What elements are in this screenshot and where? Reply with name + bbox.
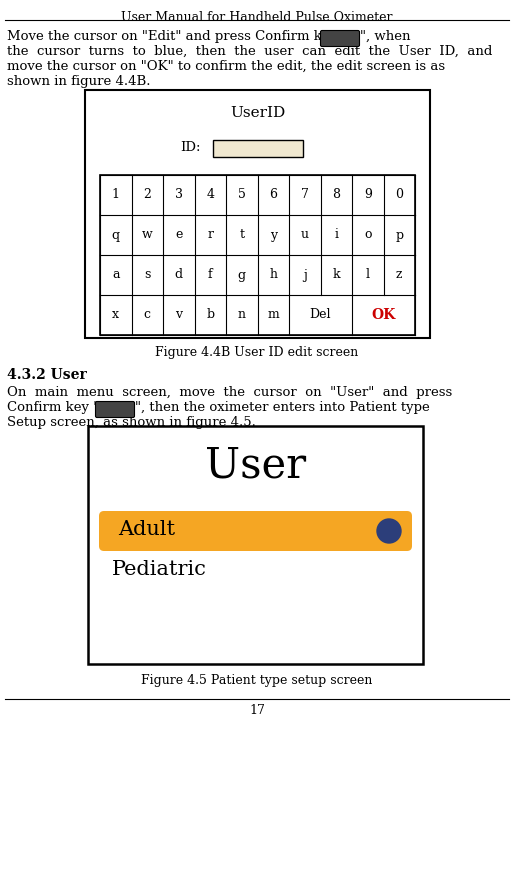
Text: 3: 3 — [175, 188, 183, 202]
Text: 6: 6 — [269, 188, 277, 202]
Bar — [85, 90, 430, 338]
Text: Pediatric: Pediatric — [112, 560, 207, 579]
Text: 17: 17 — [249, 704, 265, 717]
Bar — [100, 175, 415, 335]
Text: t: t — [239, 228, 244, 242]
Text: Move the cursor on "Edit" and press Confirm key ": Move the cursor on "Edit" and press Conf… — [7, 30, 347, 43]
Text: 0: 0 — [395, 188, 403, 202]
Text: j: j — [303, 268, 307, 282]
Text: k: k — [333, 268, 340, 282]
Text: Confirm key ": Confirm key " — [7, 401, 99, 414]
FancyBboxPatch shape — [96, 402, 135, 418]
Bar — [213, 140, 303, 157]
Text: a: a — [112, 268, 119, 282]
Text: On  main  menu  screen,  move  the  cursor  on  "User"  and  press: On main menu screen, move the cursor on … — [7, 386, 452, 399]
Text: o: o — [364, 228, 372, 242]
Text: h: h — [269, 268, 277, 282]
Text: r: r — [207, 228, 213, 242]
Text: 1: 1 — [112, 188, 120, 202]
Text: Setup screen, as shown in figure 4.5.: Setup screen, as shown in figure 4.5. — [7, 416, 256, 429]
Text: shown in figure 4.4B.: shown in figure 4.4B. — [7, 75, 151, 88]
FancyBboxPatch shape — [99, 511, 412, 551]
Text: UserID: UserID — [230, 106, 285, 120]
Text: f: f — [208, 268, 213, 282]
Text: d: d — [175, 268, 183, 282]
Circle shape — [377, 519, 401, 543]
Text: move the cursor on "OK" to confirm the edit, the edit screen is as: move the cursor on "OK" to confirm the e… — [7, 60, 445, 73]
Text: g: g — [237, 268, 246, 282]
Text: b: b — [206, 308, 214, 322]
Text: Adult: Adult — [118, 520, 175, 539]
Text: u: u — [301, 228, 309, 242]
Text: m: m — [267, 308, 279, 322]
Text: s: s — [144, 268, 151, 282]
Bar — [88, 426, 423, 664]
FancyBboxPatch shape — [321, 30, 359, 46]
Text: 2: 2 — [143, 188, 151, 202]
Text: User Manual for Handheld Pulse Oximeter: User Manual for Handheld Pulse Oximeter — [121, 11, 393, 24]
Text: c: c — [144, 308, 151, 322]
Text: 4.3.2 User: 4.3.2 User — [7, 368, 87, 382]
Text: OK: OK — [371, 308, 396, 322]
Text: Figure 4.5 Patient type setup screen: Figure 4.5 Patient type setup screen — [141, 674, 373, 687]
Text: p: p — [395, 228, 403, 242]
Text: ", then the oximeter enters into Patient type: ", then the oximeter enters into Patient… — [135, 401, 430, 414]
Text: e: e — [175, 228, 182, 242]
Text: 4: 4 — [206, 188, 214, 202]
Text: v: v — [175, 308, 182, 322]
Text: User: User — [205, 444, 306, 486]
Text: ID:: ID: — [180, 141, 201, 154]
Text: n: n — [238, 308, 246, 322]
Text: Del: Del — [310, 308, 331, 322]
Text: w: w — [142, 228, 153, 242]
Text: 9: 9 — [364, 188, 372, 202]
Text: the  cursor  turns  to  blue,  then  the  user  can  edit  the  User  ID,  and: the cursor turns to blue, then the user … — [7, 45, 492, 58]
Text: y: y — [270, 228, 277, 242]
Text: 7: 7 — [301, 188, 309, 202]
Text: z: z — [396, 268, 402, 282]
Text: q: q — [112, 228, 120, 242]
Text: 8: 8 — [332, 188, 340, 202]
Text: ", when: ", when — [360, 30, 411, 43]
Text: i: i — [334, 228, 338, 242]
Text: 5: 5 — [238, 188, 246, 202]
Text: Figure 4.4B User ID edit screen: Figure 4.4B User ID edit screen — [155, 346, 359, 359]
Text: l: l — [366, 268, 370, 282]
Text: x: x — [112, 308, 119, 322]
